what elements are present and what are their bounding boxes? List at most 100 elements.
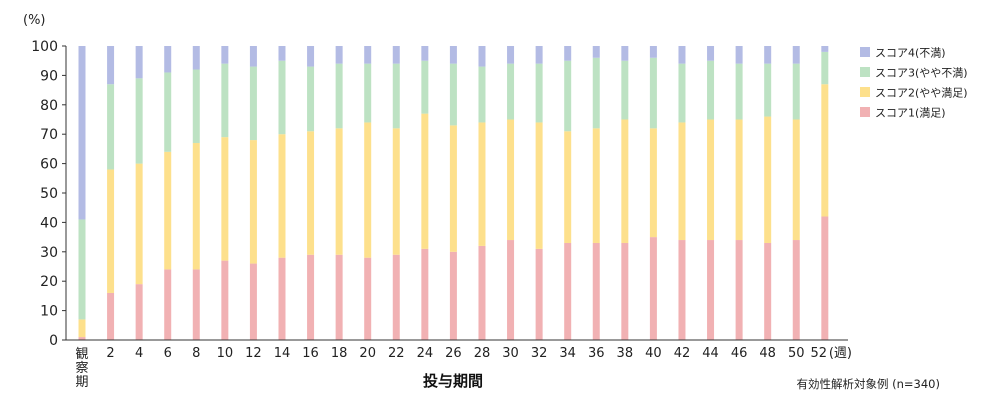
bar-segment-score4-34 <box>564 46 572 61</box>
bar-segment-score1-18 <box>335 254 343 340</box>
y-tick-label-0: 0 <box>49 333 58 349</box>
bar-segment-score3-38 <box>621 60 629 120</box>
x-tick-label-38: 38 <box>617 346 634 361</box>
legend-swatch-1 <box>860 107 870 117</box>
bar-segment-score2-46 <box>735 119 743 241</box>
x-tick-label-10: 10 <box>217 346 234 361</box>
x-tick-label-2: 2 <box>106 346 114 361</box>
y-ticks-group: 0 10 20 30 40 50 60 70 80 90 100 <box>31 39 66 349</box>
bar-segment-score4-32 <box>535 46 543 64</box>
x-tick-label-22: 22 <box>388 346 405 361</box>
x-tick-label-8: 8 <box>192 346 200 361</box>
x-tick-label-18: 18 <box>331 346 348 361</box>
bar-segment-score1-34 <box>564 242 572 340</box>
bar-segment-score1-16 <box>307 254 315 340</box>
bar-segment-score1-6 <box>164 269 172 340</box>
bar-segment-score4-18 <box>335 46 343 64</box>
x-tick-label-32: 32 <box>531 346 548 361</box>
bar-segment-score4-40 <box>649 46 657 58</box>
x-tick-label-52: 52 <box>811 346 828 361</box>
bar-segment-score1-2 <box>107 292 115 340</box>
bar-segment-score3-26 <box>449 63 457 126</box>
bar-segment-score2-6 <box>164 151 172 270</box>
bar-segment-score4-24 <box>421 46 429 61</box>
legend-swatch-4 <box>860 47 870 57</box>
bar-segment-score4-44 <box>707 46 715 61</box>
x-tick-label-28: 28 <box>474 346 491 361</box>
bar-segment-score1-12 <box>249 263 257 340</box>
bar-segment-score1-14 <box>278 257 286 340</box>
bar-segment-score3-6 <box>164 72 172 152</box>
bar-segment-score2-48 <box>764 116 772 243</box>
bar-segment-score1-30 <box>507 240 515 340</box>
bar-segment-score4-2 <box>107 46 115 85</box>
bar-segment-score3-2 <box>107 84 115 170</box>
bar-segment-score3-22 <box>392 63 400 129</box>
x-axis-unit: (週) <box>829 346 852 361</box>
bar-segment-score1-36 <box>592 242 600 340</box>
bar-segment-score4-30 <box>507 46 515 64</box>
x-tick-label-観察期: 観察期 <box>75 347 88 390</box>
bar-segment-score2-24 <box>421 113 429 249</box>
bar-segment-score2-16 <box>307 131 315 255</box>
sample-size-note: 有効性解析対象例 (n=340) <box>796 377 940 391</box>
bar-segment-score2-18 <box>335 128 343 255</box>
bar-segment-score3-30 <box>507 63 515 120</box>
bar-segment-score1-8 <box>192 269 200 340</box>
bar-segment-score2-30 <box>507 119 515 241</box>
bar-segment-score3-34 <box>564 60 572 132</box>
legend: スコア4(不満) スコア3(やや不満) スコア2(やや満足) スコア1(満足) <box>860 47 968 120</box>
bar-segment-score2-14 <box>278 134 286 258</box>
bar-segment-score1-40 <box>649 237 657 340</box>
legend-swatch-3 <box>860 67 870 77</box>
bar-segment-score1-4 <box>135 284 143 340</box>
bar-segment-score4-28 <box>478 46 486 67</box>
bar-segment-score4-8 <box>192 46 200 70</box>
bar-segment-score1-44 <box>707 240 715 340</box>
bar-segment-score4-16 <box>307 46 315 67</box>
x-tick-label-20: 20 <box>359 346 376 361</box>
bar-segment-score2-36 <box>592 128 600 243</box>
bar-segment-score3-観察期 <box>78 219 86 320</box>
bar-segment-score1-52 <box>821 216 829 340</box>
legend-swatch-2 <box>860 87 870 97</box>
bar-segment-score2-50 <box>792 119 800 241</box>
bar-segment-score4-50 <box>792 46 800 64</box>
x-tick-label-24: 24 <box>417 346 434 361</box>
bar-segment-score4-12 <box>249 46 257 67</box>
bar-segment-score1-28 <box>478 245 486 340</box>
y-tick-label-70: 70 <box>40 127 58 143</box>
bar-segment-score3-10 <box>221 63 229 138</box>
bar-segment-score3-46 <box>735 63 743 120</box>
y-tick-label-30: 30 <box>40 245 58 261</box>
bar-segment-score4-46 <box>735 46 743 64</box>
bar-segment-score4-14 <box>278 46 286 61</box>
bar-segment-score2-20 <box>364 122 372 258</box>
bar-segment-score3-40 <box>649 57 657 129</box>
bar-segment-score3-44 <box>707 60 715 120</box>
bar-segment-score3-42 <box>678 63 686 123</box>
bar-segment-score2-34 <box>564 131 572 243</box>
bar-segment-score2-28 <box>478 122 486 246</box>
x-tick-label-42: 42 <box>674 346 691 361</box>
y-tick-label-100: 100 <box>31 39 58 55</box>
bar-segment-score3-16 <box>307 66 315 132</box>
bar-segment-score3-28 <box>478 66 486 123</box>
bar-segment-score1-10 <box>221 260 229 340</box>
bar-segment-score3-14 <box>278 60 286 135</box>
bar-segment-score4-観察期 <box>78 46 86 220</box>
bar-segment-score1-26 <box>449 251 457 340</box>
bar-segment-score1-38 <box>621 242 629 340</box>
bar-segment-score4-4 <box>135 46 143 79</box>
y-tick-label-40: 40 <box>40 215 58 231</box>
x-tick-label-44: 44 <box>702 346 719 361</box>
x-tick-label-34: 34 <box>559 346 576 361</box>
x-tick-label-30: 30 <box>502 346 519 361</box>
bar-segment-score3-50 <box>792 63 800 120</box>
bar-segment-score2-26 <box>449 125 457 252</box>
bar-segment-score1-22 <box>392 254 400 340</box>
bar-segment-score2-32 <box>535 122 543 249</box>
bar-segment-score2-22 <box>392 128 400 255</box>
x-axis-title: 投与期間 <box>423 372 483 390</box>
